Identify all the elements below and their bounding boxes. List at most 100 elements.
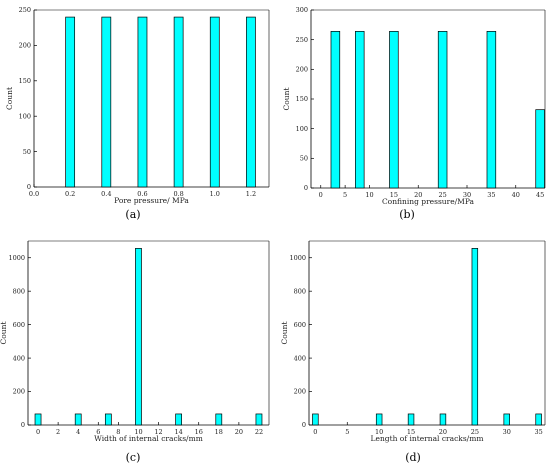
x-tick-label: 0 [313,428,317,436]
x-axis-label: Width of internal cracks/mm [94,434,203,443]
y-tick-label: 800 [294,287,306,295]
y-tick-label: 800 [13,287,25,295]
y-tick-label: 100 [296,125,308,133]
bar [34,413,42,426]
x-tick-label: 20 [414,191,422,199]
chart-panel-2: 0 50 100 150 200 250 300 0 5 10 15 20 25 30 35 40 45 Conf… [282,6,546,221]
x-tick-label: 45 [536,191,544,199]
y-tick-label: 250 [296,36,308,44]
x-tick-label: 10 [365,191,373,199]
bar [439,413,447,426]
x-tick-label: 6 [96,428,100,436]
panel-label: (d) [405,451,421,464]
x-tick-label: 30 [463,191,471,199]
x-tick-label: 0.8 [173,190,183,198]
x-axis-label: Length of internal cracks/mm [371,434,484,443]
bar [535,109,545,189]
x-tick-label: 15 [390,191,398,199]
bar [312,413,319,426]
x-tick-label: 20 [235,428,243,436]
bar [355,31,365,189]
x-tick-label: 4 [76,428,80,436]
x-tick-label: 25 [471,428,479,436]
bar [173,16,184,188]
y-tick-label: 0 [302,421,306,429]
bar [407,413,415,426]
x-tick-label: 0.4 [101,190,111,198]
x-tick-label: 0 [36,428,40,436]
x-tick-label: 14 [174,428,182,436]
bar [246,16,256,188]
bar [330,31,341,189]
x-tick-label: 30 [503,428,511,436]
x-tick-label: 5 [343,191,347,199]
bar [503,413,510,426]
bar [486,31,497,189]
x-tick-label: 22 [255,428,263,436]
bar [65,16,76,188]
x-tick-label: 20 [439,428,447,436]
bar [215,413,223,426]
x-tick-label: 0.6 [137,190,147,198]
y-tick-label: 1000 [8,254,25,262]
y-tick-label: 1000 [289,254,306,262]
x-tick-label: 35 [487,191,495,199]
panel-label: (a) [125,208,140,221]
y-axis-label: Count [0,322,8,345]
y-tick-label: 150 [19,77,31,85]
x-axis-label: Pore pressure/ MPa [114,196,189,205]
y-tick-label: 200 [294,388,306,396]
bar [135,248,142,426]
x-tick-label: 0.0 [29,190,39,198]
y-tick-label: 200 [296,66,308,74]
y-axis-label: Count [5,87,14,110]
x-tick-label: 35 [534,428,542,436]
y-tick-label: 50 [300,155,308,163]
y-tick-label: 0 [304,184,308,192]
panel-label: (c) [126,451,141,464]
x-tick-label: 1.2 [246,190,256,198]
y-axis-label: Count [282,88,291,111]
bar [535,413,542,426]
x-tick-label: 5 [345,428,349,436]
y-tick-label: 0 [21,421,25,429]
chart-panel-4: 0 200 400 600 800 1000 0 5 10 15 20 25 30 35 Length of… [280,240,546,464]
bar [471,248,479,426]
chart-panel-1: 0 50 100 150 200 250 0.0 0.2 0.4 0.6 0.8 1.0 1.2 Pore… [5,6,270,221]
x-tick-label: 10 [375,428,383,436]
bar [389,31,399,189]
y-tick-label: 400 [13,354,25,362]
x-tick-label: 10 [134,428,142,436]
panel-label: (b) [399,208,415,221]
y-tick-label: 600 [294,321,306,329]
x-tick-label: 15 [407,428,415,436]
x-tick-label: 1.0 [210,190,220,198]
y-tick-label: 200 [13,388,25,396]
x-axis-label: Confining pressure/MPa [382,197,475,206]
chart-panel-3: 0 200 400 600 800 1000 0 2 4 6 8 10 12 14 16 18 20 22 Widt… [0,240,270,464]
bar [101,16,112,188]
bar [255,413,263,426]
bar [104,413,112,426]
y-tick-label: 150 [296,95,308,103]
y-tick-label: 250 [19,6,31,14]
x-tick-label: 0 [319,191,323,199]
bar [137,16,148,188]
bar [74,413,82,426]
y-tick-label: 50 [23,148,31,156]
x-tick-label: 12 [154,428,162,436]
y-tick-label: 200 [19,42,31,50]
bar [375,413,383,426]
x-tick-label: 0.2 [65,190,75,198]
x-tick-label: 16 [195,428,203,436]
bar [437,31,448,189]
y-tick-label: 100 [19,112,31,120]
y-tick-label: 400 [294,354,306,362]
x-tick-label: 8 [116,428,120,436]
x-tick-label: 40 [512,191,520,199]
x-tick-label: 2 [56,428,60,436]
y-tick-label: 600 [13,321,25,329]
x-tick-label: 18 [215,428,223,436]
